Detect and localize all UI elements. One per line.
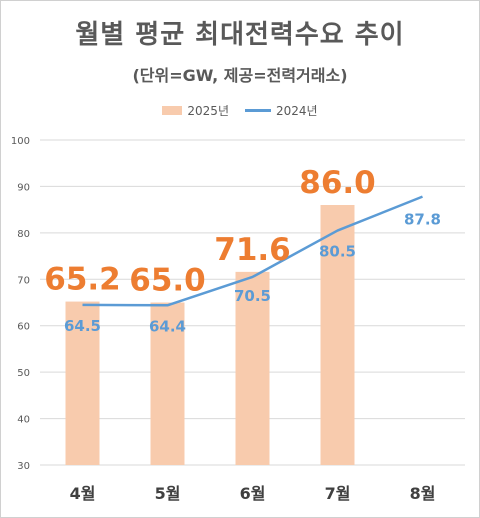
legend-item-2025: 2025년 — [162, 102, 229, 119]
legend-label-2024: 2024년 — [276, 104, 318, 118]
bar-data-label: 65.2 — [44, 262, 121, 298]
legend-label-2025: 2025년 — [187, 104, 229, 118]
line-data-label: 80.5 — [319, 243, 356, 261]
chart-title: 월별 평균 최대전력수요 추이 — [75, 20, 405, 50]
legend-swatch-bar — [162, 106, 183, 115]
y-tick-label: 70 — [17, 275, 30, 286]
chart-subtitle: (단위=GW, 제공=전력거래소) — [132, 66, 348, 85]
bar-data-label: 65.0 — [129, 263, 206, 299]
y-tick-label: 50 — [17, 368, 30, 379]
line-series-2024 — [82, 195, 423, 307]
x-tick-label: 7월 — [325, 484, 351, 503]
bar-data-label: 71.6 — [214, 232, 291, 268]
legend-swatch-line — [245, 109, 271, 112]
x-tick-label: 8월 — [410, 484, 436, 503]
bar — [320, 205, 355, 465]
x-tick-label: 6월 — [240, 484, 266, 503]
x-tick-label: 4월 — [70, 484, 96, 503]
line-data-label: 64.4 — [149, 317, 186, 335]
y-tick-label: 60 — [17, 322, 30, 333]
bar — [235, 271, 270, 465]
y-tick-label: 90 — [17, 182, 30, 193]
bar — [65, 301, 100, 465]
x-tick-label: 5월 — [155, 484, 181, 503]
bar-data-label: 86.0 — [299, 165, 376, 201]
y-tick-label: 30 — [17, 461, 30, 472]
line-data-label: 64.5 — [64, 317, 101, 335]
y-tick-label: 80 — [17, 229, 30, 240]
y-tick-label: 100 — [11, 136, 30, 147]
bar — [150, 302, 185, 465]
legend-item-2024: 2024년 — [245, 102, 318, 119]
legend: 2025년 2024년 — [0, 102, 480, 119]
line-data-label: 70.5 — [234, 287, 271, 305]
y-tick-label: 40 — [17, 415, 30, 426]
line-data-label: 87.8 — [404, 211, 441, 229]
